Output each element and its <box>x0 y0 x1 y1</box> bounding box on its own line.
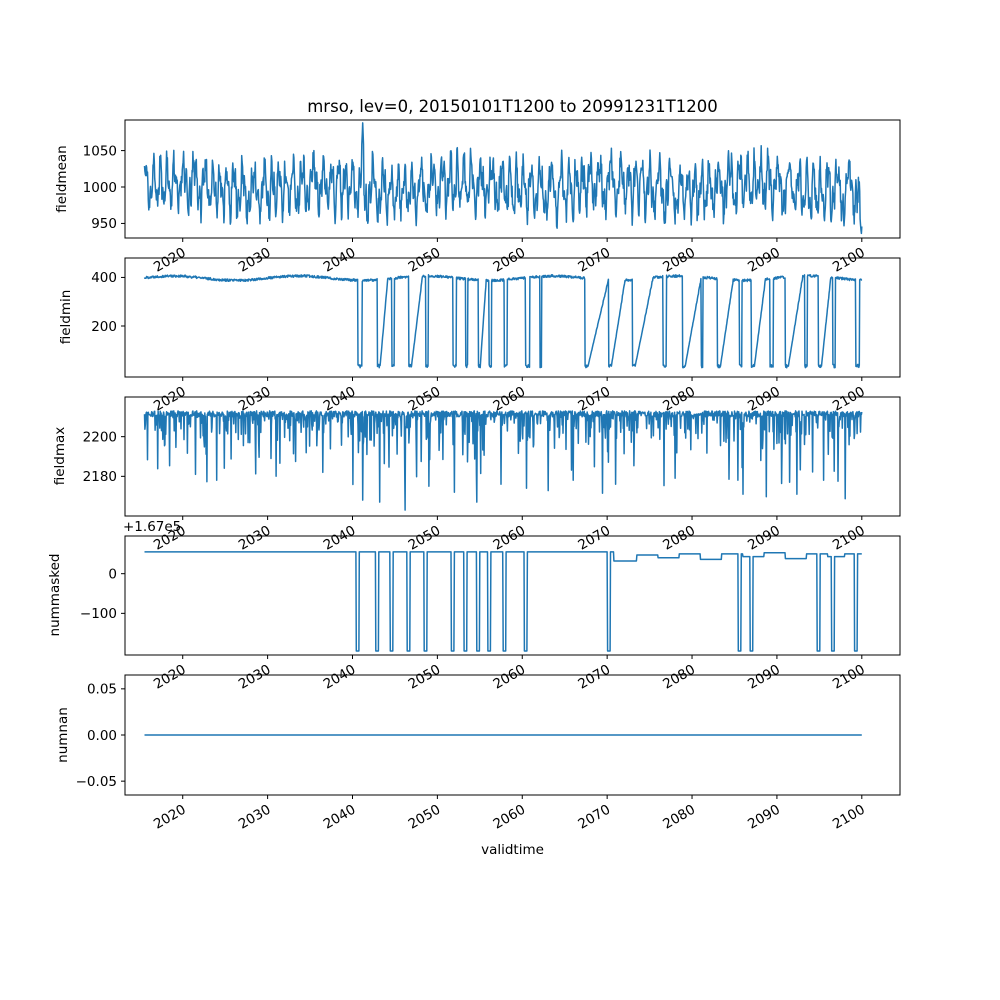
x-tick-label: 2030 <box>236 802 274 833</box>
x-tick-label: 2050 <box>406 245 444 276</box>
y-tick-label: 400 <box>91 270 117 286</box>
x-tick-label: 2100 <box>830 802 868 833</box>
x-tick-label: 2060 <box>491 384 529 415</box>
fieldmin-line <box>143 274 863 369</box>
axis-offset-text: +1.67e5 <box>123 519 182 535</box>
y-tick-label: −0.05 <box>76 774 117 790</box>
x-tick-label: 2090 <box>745 245 783 276</box>
xlabel: validtime <box>481 842 544 858</box>
x-tick-label: 2100 <box>830 245 868 276</box>
x-tick-label: 2090 <box>745 662 783 693</box>
subplot-fieldmean: 950 1000 1050 2020 2030 2040 2050 2060 2070 2080 2… <box>83 119 901 276</box>
chart-title: mrso, lev=0, 20150101T1200 to 20991231T1… <box>307 97 718 116</box>
y-tick-label: 1000 <box>83 180 117 196</box>
y-tick-label: 1050 <box>83 143 117 159</box>
x-tick-label: 2090 <box>745 802 783 833</box>
y-tick-label: −100 <box>80 606 117 622</box>
y-tick-label: 2180 <box>83 469 117 485</box>
x-tick-label: 2060 <box>491 245 529 276</box>
x-tick-label: 2080 <box>660 523 698 554</box>
y-tick-label: 0.00 <box>87 728 117 744</box>
x-tick-label: 2050 <box>406 662 444 693</box>
x-tick-label: 2080 <box>660 802 698 833</box>
x-tick-label: 2040 <box>321 245 359 276</box>
x-tick-label: 2090 <box>745 523 783 554</box>
x-tick-label: 2030 <box>236 662 274 693</box>
y-tick-label: 200 <box>91 319 117 335</box>
subplot-nummasked: −100 0 2020 2030 2040 2050 2060 2070 2080 2090 210… <box>80 535 901 693</box>
x-tick-label: 2060 <box>491 802 529 833</box>
x-tick-label: 2040 <box>321 384 359 415</box>
x-tick-label: 2100 <box>830 662 868 693</box>
nummasked-line <box>144 551 863 652</box>
x-tick-label: 2030 <box>236 245 274 276</box>
x-tick-label: 2040 <box>321 662 359 693</box>
y-tick-label: 0.05 <box>87 682 117 698</box>
x-tick-label: 2050 <box>406 802 444 833</box>
subplot-fieldmin: 200 400 2020 2030 2040 2050 2060 2070 2080 2090 21… <box>91 257 901 415</box>
subplot-numnan: −0.05 0.00 0.05 2020 2030 2040 2050 2060 2070 208… <box>76 674 901 833</box>
x-tick-label: 2030 <box>236 384 274 415</box>
x-tick-label: 2070 <box>575 245 613 276</box>
fieldmax-frame <box>124 396 901 517</box>
x-tick-label: 2040 <box>321 523 359 554</box>
x-tick-label: 2050 <box>406 384 444 415</box>
fieldmean-frame <box>124 119 901 239</box>
y-tick-label: 2200 <box>83 429 117 445</box>
x-tick-label: 2060 <box>491 662 529 693</box>
y-tick-label: 950 <box>91 216 117 232</box>
x-tick-label: 2030 <box>236 523 274 554</box>
x-tick-label: 2090 <box>745 384 783 415</box>
x-tick-label: 2020 <box>151 523 189 554</box>
x-tick-label: 2020 <box>151 384 189 415</box>
y-tick-label: 0 <box>108 566 117 582</box>
x-tick-label: 2060 <box>491 523 529 554</box>
nummasked-frame <box>124 535 901 656</box>
x-tick-label: 2020 <box>151 662 189 693</box>
x-tick-label: 2020 <box>151 802 189 833</box>
x-tick-label: 2070 <box>575 384 613 415</box>
x-tick-label: 2020 <box>151 245 189 276</box>
x-tick-label: 2100 <box>830 384 868 415</box>
x-tick-label: 2070 <box>575 523 613 554</box>
fieldmin-frame <box>124 257 901 378</box>
x-tick-label: 2080 <box>660 384 698 415</box>
x-tick-label: 2070 <box>575 662 613 693</box>
subplot-fieldmax: 2180 2200 2020 2030 2040 2050 2060 2070 2080 2090… <box>83 396 901 554</box>
x-tick-label: 2080 <box>660 245 698 276</box>
x-tick-label: 2100 <box>830 523 868 554</box>
x-tick-label: 2040 <box>321 802 359 833</box>
fieldmax-line <box>143 410 863 511</box>
x-tick-label: 2070 <box>575 802 613 833</box>
x-tick-label: 2080 <box>660 662 698 693</box>
fieldmean-line <box>143 122 863 235</box>
x-tick-label: 2050 <box>406 523 444 554</box>
